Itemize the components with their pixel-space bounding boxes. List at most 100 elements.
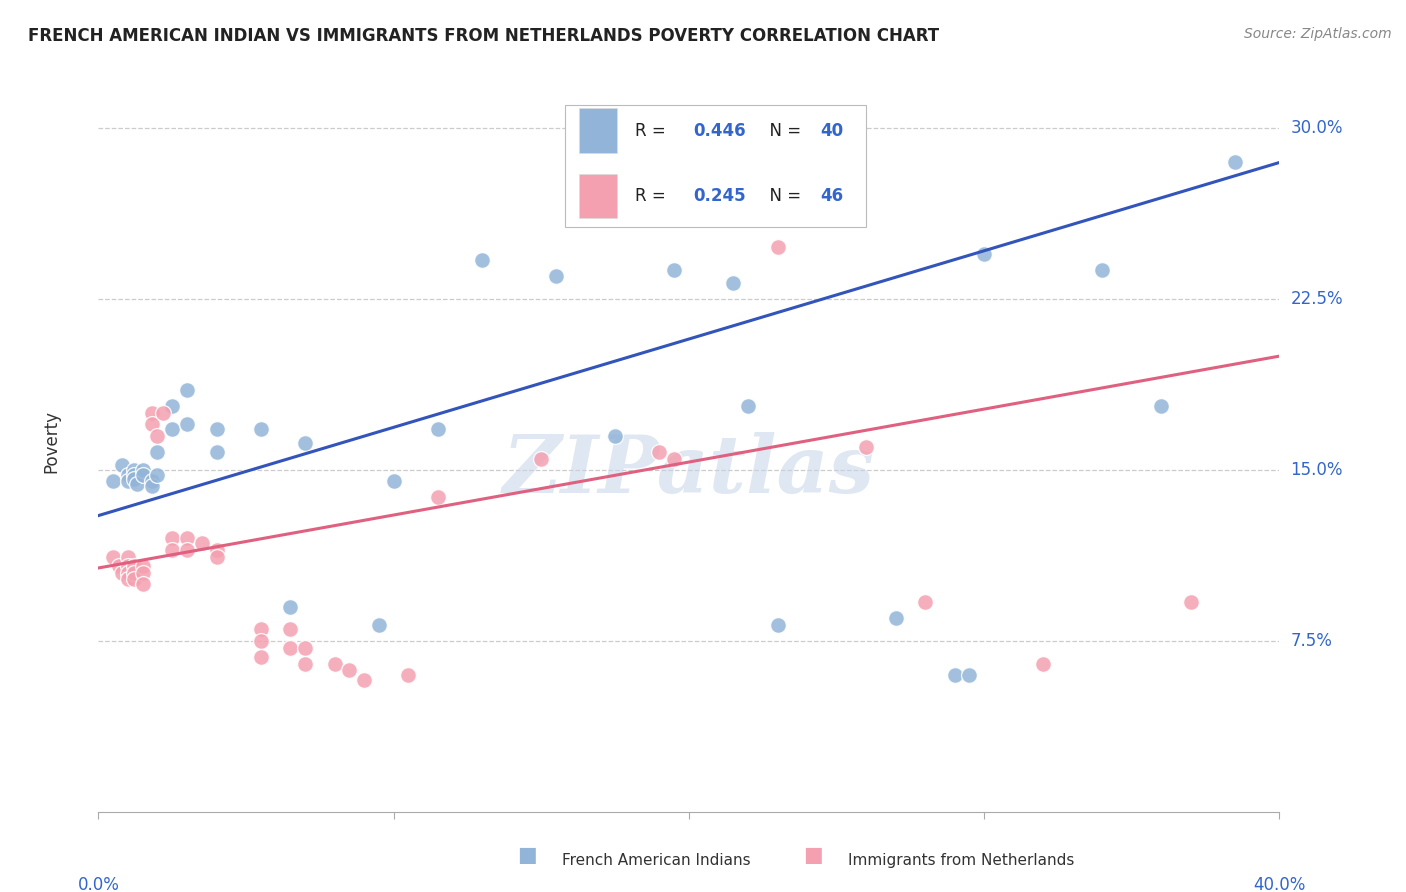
- Point: [205, 444, 228, 458]
- Point: [914, 595, 936, 609]
- Point: [132, 463, 155, 477]
- Point: [280, 623, 302, 637]
- Point: [855, 440, 877, 454]
- Point: [205, 422, 228, 436]
- Point: [368, 618, 391, 632]
- Point: [111, 566, 134, 580]
- Point: [146, 444, 169, 458]
- Point: [884, 611, 907, 625]
- Text: ■: ■: [803, 845, 823, 864]
- Point: [973, 246, 995, 260]
- Point: [111, 458, 134, 473]
- Text: 0.245: 0.245: [693, 186, 747, 205]
- Text: ZIPatlas: ZIPatlas: [503, 433, 875, 510]
- Point: [162, 542, 183, 557]
- Text: N =: N =: [759, 186, 806, 205]
- Point: [132, 577, 155, 591]
- Point: [176, 417, 198, 432]
- Point: [250, 422, 273, 436]
- Point: [146, 467, 169, 482]
- Point: [959, 668, 981, 682]
- Point: [122, 573, 145, 587]
- Text: Poverty: Poverty: [42, 410, 60, 473]
- Point: [294, 640, 316, 655]
- Point: [108, 558, 131, 573]
- Point: [117, 549, 139, 564]
- Text: 40.0%: 40.0%: [1253, 876, 1306, 892]
- Point: [1150, 399, 1173, 413]
- Point: [294, 657, 316, 671]
- Point: [546, 269, 568, 284]
- Point: [122, 463, 145, 477]
- Text: 46: 46: [820, 186, 844, 205]
- Point: [125, 476, 148, 491]
- Point: [1091, 262, 1114, 277]
- Point: [117, 573, 139, 587]
- Point: [294, 435, 316, 450]
- Point: [280, 640, 302, 655]
- Point: [707, 189, 730, 203]
- Point: [132, 566, 155, 580]
- Point: [339, 664, 361, 678]
- Point: [471, 253, 494, 268]
- Point: [648, 444, 671, 458]
- Text: 30.0%: 30.0%: [1291, 120, 1343, 137]
- Point: [117, 475, 139, 489]
- Point: [1180, 595, 1202, 609]
- Point: [250, 649, 273, 664]
- Point: [737, 399, 759, 413]
- Point: [132, 558, 155, 573]
- Point: [810, 178, 832, 193]
- Text: 22.5%: 22.5%: [1291, 290, 1343, 308]
- Text: Source: ZipAtlas.com: Source: ZipAtlas.com: [1244, 27, 1392, 41]
- Text: ■: ■: [517, 845, 537, 864]
- Point: [205, 549, 228, 564]
- Point: [664, 451, 686, 466]
- Point: [353, 673, 375, 687]
- Point: [122, 566, 145, 580]
- Point: [664, 262, 686, 277]
- Text: Immigrants from Netherlands: Immigrants from Netherlands: [848, 854, 1074, 868]
- Text: 7.5%: 7.5%: [1291, 632, 1333, 650]
- Point: [191, 536, 214, 550]
- Point: [766, 618, 789, 632]
- Text: R =: R =: [634, 186, 671, 205]
- Point: [427, 491, 450, 505]
- Point: [117, 566, 139, 580]
- Point: [122, 472, 145, 486]
- FancyBboxPatch shape: [579, 174, 617, 218]
- Point: [176, 542, 198, 557]
- FancyBboxPatch shape: [565, 104, 866, 227]
- Point: [117, 467, 139, 482]
- Point: [176, 532, 198, 546]
- Point: [176, 384, 198, 398]
- Text: 15.0%: 15.0%: [1291, 461, 1343, 479]
- Point: [141, 417, 163, 432]
- Point: [280, 599, 302, 614]
- Point: [205, 542, 228, 557]
- Point: [141, 475, 163, 489]
- Point: [122, 467, 145, 482]
- FancyBboxPatch shape: [579, 108, 617, 153]
- Point: [530, 451, 553, 466]
- Point: [1032, 657, 1054, 671]
- Point: [382, 475, 405, 489]
- Point: [146, 429, 169, 443]
- Point: [162, 399, 183, 413]
- Point: [141, 406, 163, 420]
- Point: [103, 475, 125, 489]
- Text: FRENCH AMERICAN INDIAN VS IMMIGRANTS FROM NETHERLANDS POVERTY CORRELATION CHART: FRENCH AMERICAN INDIAN VS IMMIGRANTS FRO…: [28, 27, 939, 45]
- Point: [427, 422, 450, 436]
- Point: [766, 240, 789, 254]
- Point: [605, 429, 627, 443]
- Point: [141, 479, 163, 493]
- Text: N =: N =: [759, 121, 806, 139]
- Point: [250, 633, 273, 648]
- Point: [323, 657, 346, 671]
- Point: [1225, 155, 1247, 169]
- Point: [723, 277, 745, 291]
- Point: [943, 668, 966, 682]
- Point: [117, 558, 139, 573]
- Text: 0.446: 0.446: [693, 121, 747, 139]
- Point: [152, 406, 174, 420]
